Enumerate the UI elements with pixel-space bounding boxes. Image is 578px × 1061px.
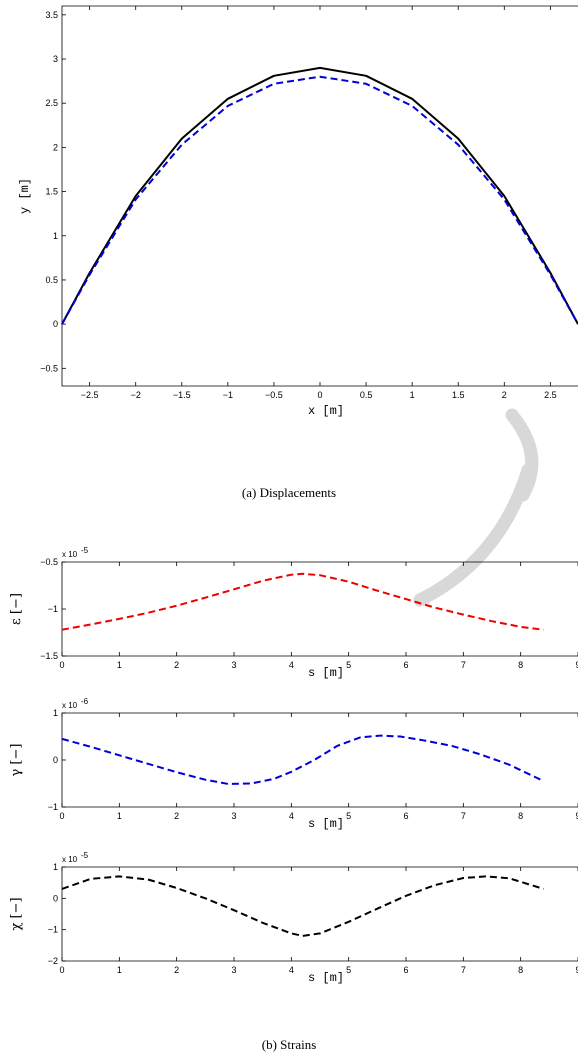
x-tick-label: 1 bbox=[117, 811, 122, 821]
chi-strain-plot: 0 1 2 3 4 5 6 7 8 9 −2 −1 0 1 x 10-5 s [m] χ [−] bbox=[9, 851, 578, 985]
x-tick-label: 0 bbox=[59, 811, 64, 821]
x-tick-label: 2 bbox=[174, 965, 179, 975]
exponent-power: -5 bbox=[81, 851, 89, 860]
x-tick-label: 4 bbox=[289, 811, 294, 821]
y-tick-label: 1.5 bbox=[45, 187, 58, 197]
x-tick-label: −2.5 bbox=[81, 390, 99, 400]
y-tick-label: −0.5 bbox=[40, 557, 58, 567]
y-tick-label: 0.5 bbox=[45, 275, 58, 285]
y-axis-label: y [m] bbox=[18, 178, 32, 214]
x-tick-label: 3 bbox=[231, 660, 236, 670]
x-tick-label: 5 bbox=[346, 965, 351, 975]
y-tick-label: −1 bbox=[48, 925, 58, 935]
series-line-displacements-1 bbox=[61, 75, 578, 325]
x-tick-label: 4 bbox=[289, 965, 294, 975]
x-tick-label: 1 bbox=[117, 965, 122, 975]
series-line-chi-0 bbox=[61, 875, 544, 937]
y-axis-label: γ [−] bbox=[9, 744, 24, 777]
x-tick-label: 8 bbox=[518, 965, 523, 975]
x-tick-label: 8 bbox=[518, 660, 523, 670]
x-tick-label: 1 bbox=[410, 390, 415, 400]
y-tick-label: −1.5 bbox=[40, 651, 58, 661]
series-line-epsilon-0 bbox=[61, 572, 544, 631]
y-tick-label: 0 bbox=[53, 755, 58, 765]
x-tick-label: 1 bbox=[117, 660, 122, 670]
x-tick-label: 7 bbox=[461, 965, 466, 975]
x-axis-label: s [m] bbox=[308, 817, 344, 831]
y-tick-label: −0.5 bbox=[40, 363, 58, 373]
x-tick-label: −1 bbox=[223, 390, 233, 400]
x-tick-label: 6 bbox=[403, 811, 408, 821]
y-tick-label: 1 bbox=[53, 862, 58, 872]
x-tick-label: −0.5 bbox=[265, 390, 283, 400]
caption-strains: (b) Strains bbox=[262, 1037, 317, 1052]
y-tick-label: 2.5 bbox=[45, 98, 58, 108]
x-tick-label: 9 bbox=[575, 811, 578, 821]
exponent-multiplier: x 10 bbox=[62, 701, 78, 710]
x-tick-label: 6 bbox=[403, 660, 408, 670]
x-tick-label: 2 bbox=[174, 660, 179, 670]
exponent-multiplier: x 10 bbox=[62, 855, 78, 864]
x-tick-label: 3 bbox=[231, 965, 236, 975]
x-tick-label: 7 bbox=[461, 660, 466, 670]
x-tick-label: 5 bbox=[346, 811, 351, 821]
x-tick-label: 8 bbox=[518, 811, 523, 821]
epsilon-strain-plot: 0 1 2 3 4 5 6 7 8 9 −1.5 −1 −0.5 x 10-5 s [m] ε [−] bbox=[9, 546, 578, 680]
x-tick-label: 9 bbox=[575, 965, 578, 975]
displacement-plot: −2.5 −2 −1.5 −1 −0.5 0 0.5 1 1.5 2 2.5 −0.5 0 0.5 1 1.5… bbox=[18, 5, 578, 418]
x-tick-label: −1.5 bbox=[173, 390, 191, 400]
x-tick-label: 3 bbox=[231, 811, 236, 821]
x-axis-label: s [m] bbox=[308, 971, 344, 985]
x-axis-label: s [m] bbox=[308, 666, 344, 680]
axes-frame bbox=[61, 866, 578, 962]
series-line-displacements-0 bbox=[61, 66, 578, 325]
series-line-gamma-0 bbox=[61, 734, 545, 785]
x-tick-label: 9 bbox=[575, 660, 578, 670]
watermark-stroke bbox=[413, 463, 535, 607]
x-tick-label: −2 bbox=[131, 390, 141, 400]
y-tick-label: 1 bbox=[53, 708, 58, 718]
exponent-power: -6 bbox=[81, 697, 89, 706]
y-tick-label: 0 bbox=[53, 893, 58, 903]
x-tick-label: 2 bbox=[502, 390, 507, 400]
x-axis-label: x [m] bbox=[308, 404, 344, 418]
y-tick-label: 3 bbox=[53, 54, 58, 64]
x-tick-label: 5 bbox=[346, 660, 351, 670]
x-tick-label: 7 bbox=[461, 811, 466, 821]
y-axis-label: ε [−] bbox=[9, 593, 24, 625]
y-axis-label: χ [−] bbox=[9, 897, 24, 930]
y-tick-label: 1 bbox=[53, 231, 58, 241]
y-tick-label: −1 bbox=[48, 802, 58, 812]
x-tick-label: 0 bbox=[59, 660, 64, 670]
x-tick-label: 2 bbox=[174, 811, 179, 821]
axes-frame bbox=[61, 712, 578, 808]
y-tick-label: −2 bbox=[48, 956, 58, 966]
x-tick-label: 2.5 bbox=[544, 390, 557, 400]
x-tick-label: 0.5 bbox=[360, 390, 373, 400]
y-tick-label: −1 bbox=[48, 604, 58, 614]
x-tick-label: 0 bbox=[59, 965, 64, 975]
x-tick-label: 0 bbox=[317, 390, 322, 400]
x-tick-label: 6 bbox=[403, 965, 408, 975]
exponent-power: -5 bbox=[81, 546, 89, 555]
y-tick-label: 3.5 bbox=[45, 10, 58, 20]
caption-displacements: (a) Displacements bbox=[242, 485, 336, 500]
y-tick-label: 2 bbox=[53, 142, 58, 152]
x-tick-label: 1.5 bbox=[452, 390, 465, 400]
y-tick-label: 0 bbox=[53, 319, 58, 329]
x-tick-label: 4 bbox=[289, 660, 294, 670]
exponent-multiplier: x 10 bbox=[62, 550, 78, 559]
